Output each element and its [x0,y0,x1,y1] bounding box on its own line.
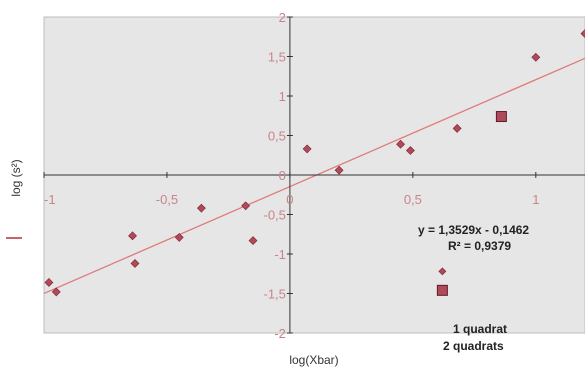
trendline [43,57,585,295]
data-point-1-quadrat [580,29,585,39]
trendline-equation: y = 1,3529x - 0,1462 [418,223,529,237]
points-layer [44,29,585,297]
y-tick-label: 0 [279,168,286,183]
y-tick-label: 1,5 [268,50,286,65]
legend-entry-1-quadrat: 1 quadrat [453,322,507,336]
y-tick-label: -1 [274,247,286,262]
tick-labels-layer: 21,510,50-0,5-1-1,5-2-1 -0,5 0 0,5 1 [44,10,539,341]
y-tick-label: 0,5 [268,129,286,144]
y-tick-label: 1 [279,89,286,104]
data-point-1-quadrat [51,287,61,297]
y-axis-title: log (s²) [9,159,23,196]
data-point-1-quadrat [241,201,251,211]
data-point-1-quadrat [44,278,54,287]
x-tick-label: 1 [532,192,539,207]
data-point-1-quadrat [248,236,258,245]
x-axis-title: log(Xbar) [289,353,338,367]
x-tick-label: -0,5 [156,192,178,207]
data-point-1-quadrat [302,144,312,154]
x-tick-label: 0,5 [404,192,422,207]
data-point-2-quadrats [495,111,507,123]
data-point-annotation [438,267,447,276]
trendline-layer [43,57,585,295]
data-point-1-quadrat [128,231,137,241]
data-point-1-quadrat [196,203,206,213]
x-tick-label: -1 [44,192,56,207]
data-point-2-quadrats [436,284,448,296]
y-tick-label: -2 [274,326,286,341]
data-point-1-quadrat [405,146,415,155]
data-point-1-quadrat [452,123,462,133]
y-tick-label: 2 [279,10,286,25]
data-point-1-quadrat [531,52,541,62]
data-point-1-quadrat [130,259,140,268]
data-point-1-quadrat [174,232,184,242]
data-point-1-quadrat [334,165,344,175]
y-tick-label: -0,5 [264,208,286,223]
legend-entry-2-quadrats: 2 quadrats [443,339,504,353]
trendline-r-squared: R² = 0,9379 [448,239,511,253]
axes-layer [43,16,585,334]
x-tick-label: 0 [286,192,293,207]
y-tick-label: -1,5 [264,287,286,302]
data-point-1-quadrat [396,139,405,149]
